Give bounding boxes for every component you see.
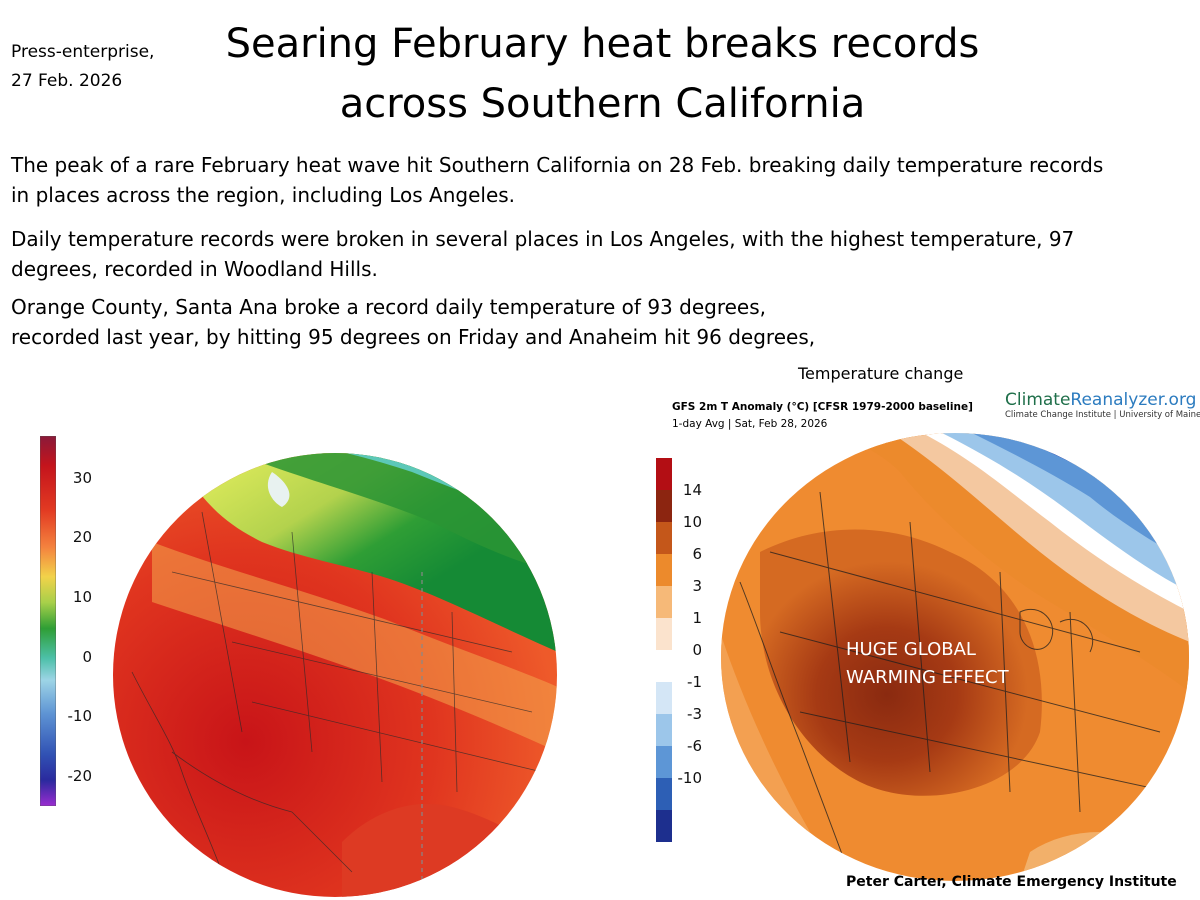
paragraph-2-line-2: degrees, recorded in Woodland Hills.	[11, 257, 378, 281]
colorbar-bin	[656, 618, 672, 651]
paragraph-1-line-1: The peak of a rare February heat wave hi…	[11, 153, 1104, 177]
colorbar-bin	[656, 746, 672, 779]
paragraph-3: Orange County, Santa Ana broke a record …	[11, 292, 815, 352]
left-colorbar-tick: -20	[67, 767, 93, 786]
warming-effect-line-1: HUGE GLOBAL	[846, 639, 976, 660]
temperature-change-label: Temperature change	[798, 364, 964, 383]
right-colorbar-tick: -3	[687, 705, 702, 723]
left-colorbar-labels: 30 20 10 0 -10 -20	[50, 436, 93, 806]
colorbar-bin	[656, 682, 672, 715]
colorbar-bin	[656, 490, 672, 523]
colorbar-bin	[656, 586, 672, 619]
right-colorbar-tick: -10	[677, 769, 703, 787]
left-colorbar-tick: 0	[82, 647, 92, 666]
paragraph-1-line-2: in places across the region, including L…	[11, 183, 516, 207]
source-date: 27 Feb. 2026	[11, 71, 123, 91]
source-name: Press-enterprise,	[11, 42, 155, 62]
paragraph-3-line-2: recorded last year, by hitting 95 degree…	[11, 325, 816, 349]
left-colorbar-tick: 20	[72, 528, 92, 547]
warming-effect-annotation: HUGE GLOBAL WARMING EFFECT	[846, 636, 1009, 692]
paragraph-2: Daily temperature records were broken in…	[11, 224, 1074, 284]
left-colorbar-tick: 30	[72, 468, 92, 487]
colorbar-bin	[656, 778, 672, 811]
brand-part-1: Climate	[1005, 390, 1071, 410]
colorbar-bin	[656, 522, 672, 555]
anomaly-map-subtitle: 1-day Avg | Sat, Feb 28, 2026	[672, 418, 828, 430]
climate-reanalyzer-logo: ClimateReanalyzer.org	[1005, 390, 1196, 410]
headline: Searing February heat breaks records acr…	[185, 14, 1020, 134]
right-colorbar-tick: -6	[687, 737, 702, 755]
warming-effect-line-2: WARMING EFFECT	[846, 667, 1009, 688]
paragraph-1: The peak of a rare February heat wave hi…	[11, 150, 1103, 210]
paragraph-2-line-1: Daily temperature records were broken in…	[11, 227, 1075, 251]
anomaly-map-title: GFS 2m T Anomaly (°C) [CFSR 1979-2000 ba…	[672, 401, 973, 413]
right-colorbar-tick: -1	[687, 673, 702, 691]
right-colorbar-labels: 14 10 6 3 1 0 -1 -3 -6 -10	[660, 458, 703, 842]
right-colorbar-tick: 1	[692, 609, 702, 627]
colorbar-bin	[656, 714, 672, 747]
right-colorbar	[656, 458, 672, 842]
colorbar-bin	[656, 810, 672, 842]
headline-line-2: across Southern California	[339, 81, 866, 127]
colorbar-bin	[656, 458, 672, 491]
left-temperature-map	[113, 453, 557, 897]
brand-subtitle: Climate Change Institute | University of…	[1005, 410, 1200, 420]
right-colorbar-tick: 3	[692, 577, 702, 595]
source-attribution: Press-enterprise, 27 Feb. 2026	[11, 38, 154, 96]
right-colorbar-tick: 0	[692, 641, 702, 659]
author-credit: Peter Carter, Climate Emergency Institut…	[846, 874, 1177, 890]
paragraph-3-line-1: Orange County, Santa Ana broke a record …	[11, 295, 766, 319]
brand-part-2: Reanalyzer.org	[1070, 390, 1197, 410]
anomaly-map	[721, 433, 1189, 881]
headline-line-1: Searing February heat breaks records	[225, 21, 980, 67]
left-colorbar-tick: 10	[72, 588, 92, 607]
left-colorbar	[40, 436, 56, 806]
right-colorbar-tick: 10	[682, 513, 702, 531]
left-colorbar-tick: -10	[67, 707, 93, 726]
right-colorbar-tick: 14	[682, 481, 702, 499]
colorbar-bin	[656, 554, 672, 587]
right-colorbar-tick: 6	[692, 545, 702, 563]
colorbar-bin	[656, 650, 672, 683]
